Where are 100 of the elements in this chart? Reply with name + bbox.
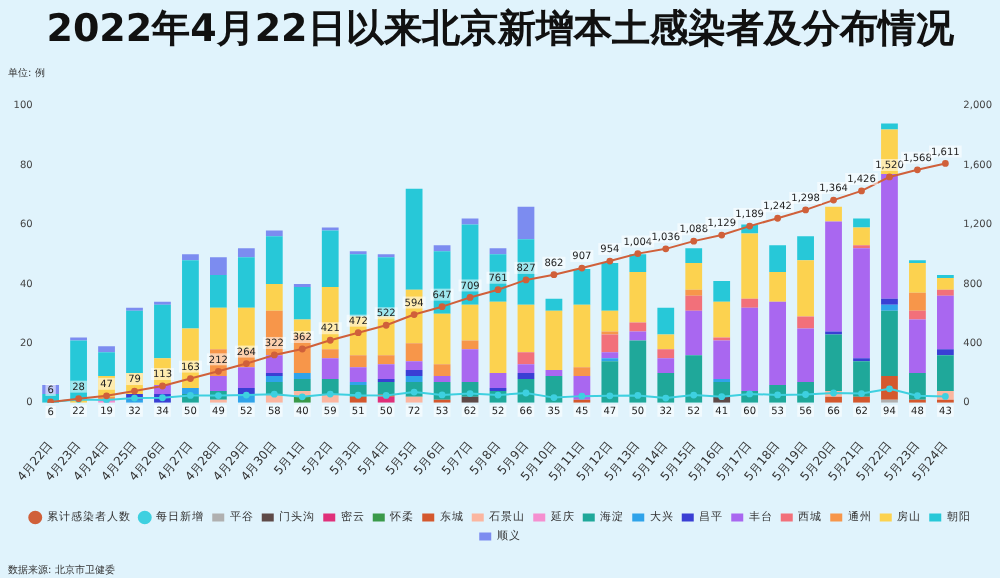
bar bbox=[713, 301, 731, 338]
bar bbox=[909, 263, 926, 293]
bar bbox=[657, 334, 675, 350]
bar bbox=[825, 334, 842, 391]
bar bbox=[265, 376, 283, 383]
bar bbox=[126, 310, 143, 374]
bar bbox=[769, 272, 787, 302]
bar bbox=[517, 304, 535, 353]
bar bbox=[797, 260, 814, 317]
bar bbox=[937, 349, 954, 356]
bar bbox=[909, 319, 926, 374]
bar bbox=[405, 376, 423, 383]
bar bbox=[182, 254, 199, 261]
bar bbox=[601, 310, 619, 332]
bar bbox=[210, 257, 227, 276]
bar bbox=[545, 310, 563, 371]
bar bbox=[98, 346, 115, 353]
bar bbox=[489, 373, 507, 388]
bar bbox=[573, 304, 591, 368]
bar bbox=[377, 364, 395, 380]
bar bbox=[797, 236, 814, 261]
bar bbox=[349, 367, 367, 383]
bar bbox=[210, 376, 227, 391]
bar bbox=[629, 272, 647, 323]
bar bbox=[713, 280, 731, 302]
bar bbox=[629, 322, 647, 332]
bar bbox=[629, 340, 647, 403]
bar bbox=[853, 227, 870, 246]
bar bbox=[405, 188, 423, 290]
bar bbox=[741, 233, 759, 299]
bar bbox=[881, 310, 898, 377]
bar bbox=[853, 248, 870, 359]
bar bbox=[909, 310, 926, 320]
bar bbox=[237, 307, 255, 350]
bar bbox=[265, 230, 283, 237]
bar bbox=[937, 277, 954, 290]
bar bbox=[685, 289, 703, 296]
bar bbox=[182, 387, 199, 394]
bar bbox=[433, 245, 451, 252]
bar bbox=[545, 370, 563, 377]
bar bbox=[881, 298, 898, 305]
bar bbox=[461, 349, 479, 383]
bar bbox=[237, 367, 255, 388]
bar bbox=[237, 248, 255, 258]
bar bbox=[293, 379, 311, 391]
bar bbox=[881, 123, 898, 130]
bar bbox=[573, 269, 591, 305]
bar bbox=[937, 289, 954, 296]
bar bbox=[629, 331, 647, 341]
bar bbox=[265, 283, 283, 311]
bar bbox=[377, 316, 395, 356]
bar bbox=[685, 248, 703, 264]
bar bbox=[881, 304, 898, 311]
bar bbox=[853, 361, 870, 397]
bar bbox=[685, 355, 703, 403]
bar bbox=[433, 313, 451, 365]
bar bbox=[909, 292, 926, 311]
bar bbox=[433, 376, 451, 383]
bar bbox=[797, 328, 814, 383]
chart-title: 2022年4月22日以来北京新增本土感染者及分布情况 bbox=[46, 6, 956, 51]
bar bbox=[517, 364, 535, 374]
bar bbox=[685, 295, 703, 311]
bar bbox=[545, 298, 563, 311]
bar bbox=[237, 257, 255, 308]
bar bbox=[741, 298, 759, 308]
bar bbox=[433, 364, 451, 377]
bar bbox=[293, 373, 311, 380]
bar bbox=[349, 355, 367, 368]
bar bbox=[377, 257, 395, 317]
bar bbox=[853, 218, 870, 228]
bar bbox=[881, 173, 898, 299]
bar bbox=[377, 382, 395, 394]
bar bbox=[321, 230, 339, 287]
bar bbox=[601, 352, 619, 359]
bar bbox=[937, 355, 954, 391]
bar bbox=[741, 307, 759, 391]
bar bbox=[517, 206, 535, 240]
bar bbox=[489, 248, 507, 255]
bar bbox=[937, 295, 954, 350]
bar bbox=[321, 358, 339, 380]
bar bbox=[210, 307, 227, 350]
bar bbox=[825, 206, 842, 222]
bar bbox=[601, 361, 619, 403]
bar bbox=[321, 349, 339, 359]
bar bbox=[405, 343, 423, 362]
bar bbox=[182, 260, 199, 329]
bar bbox=[657, 358, 675, 374]
bar bbox=[70, 340, 87, 400]
bar bbox=[713, 340, 731, 380]
bar bbox=[797, 316, 814, 329]
bar bbox=[601, 263, 619, 311]
bar bbox=[685, 263, 703, 290]
bar bbox=[629, 254, 647, 273]
bar bbox=[825, 221, 842, 332]
bar bbox=[657, 349, 675, 359]
bar bbox=[769, 301, 787, 385]
bar bbox=[517, 373, 535, 380]
bar bbox=[293, 286, 311, 320]
bar bbox=[769, 245, 787, 273]
bar bbox=[405, 370, 423, 377]
